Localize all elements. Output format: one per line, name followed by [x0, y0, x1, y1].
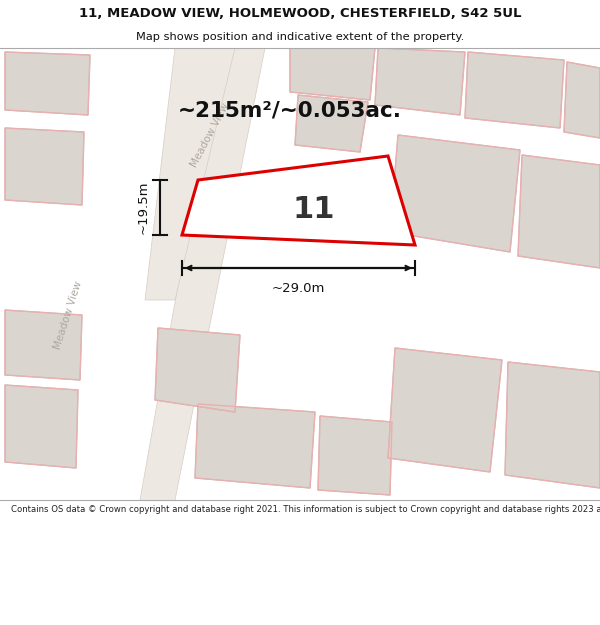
- Text: ~19.5m: ~19.5m: [137, 181, 150, 234]
- Polygon shape: [140, 48, 265, 500]
- Text: Meadow View: Meadow View: [52, 279, 84, 351]
- Polygon shape: [145, 48, 235, 300]
- Polygon shape: [155, 328, 240, 412]
- Polygon shape: [518, 155, 600, 268]
- Text: ~215m²/~0.053ac.: ~215m²/~0.053ac.: [178, 100, 402, 120]
- Text: Meadow View: Meadow View: [189, 101, 231, 169]
- Polygon shape: [295, 95, 368, 152]
- Polygon shape: [5, 310, 82, 380]
- Polygon shape: [564, 62, 600, 138]
- Polygon shape: [375, 48, 465, 115]
- Polygon shape: [195, 404, 315, 488]
- Polygon shape: [5, 128, 84, 205]
- Text: Contains OS data © Crown copyright and database right 2021. This information is : Contains OS data © Crown copyright and d…: [11, 505, 600, 514]
- Text: 11: 11: [293, 194, 335, 224]
- Polygon shape: [465, 52, 564, 128]
- Polygon shape: [182, 156, 415, 245]
- Polygon shape: [390, 135, 520, 252]
- Polygon shape: [5, 385, 78, 468]
- Text: 11, MEADOW VIEW, HOLMEWOOD, CHESTERFIELD, S42 5UL: 11, MEADOW VIEW, HOLMEWOOD, CHESTERFIELD…: [79, 7, 521, 20]
- Polygon shape: [318, 416, 392, 495]
- Polygon shape: [290, 48, 375, 100]
- Polygon shape: [5, 52, 90, 115]
- Text: ~29.0m: ~29.0m: [272, 282, 325, 295]
- Polygon shape: [505, 362, 600, 488]
- Polygon shape: [388, 348, 502, 472]
- Text: Map shows position and indicative extent of the property.: Map shows position and indicative extent…: [136, 32, 464, 43]
